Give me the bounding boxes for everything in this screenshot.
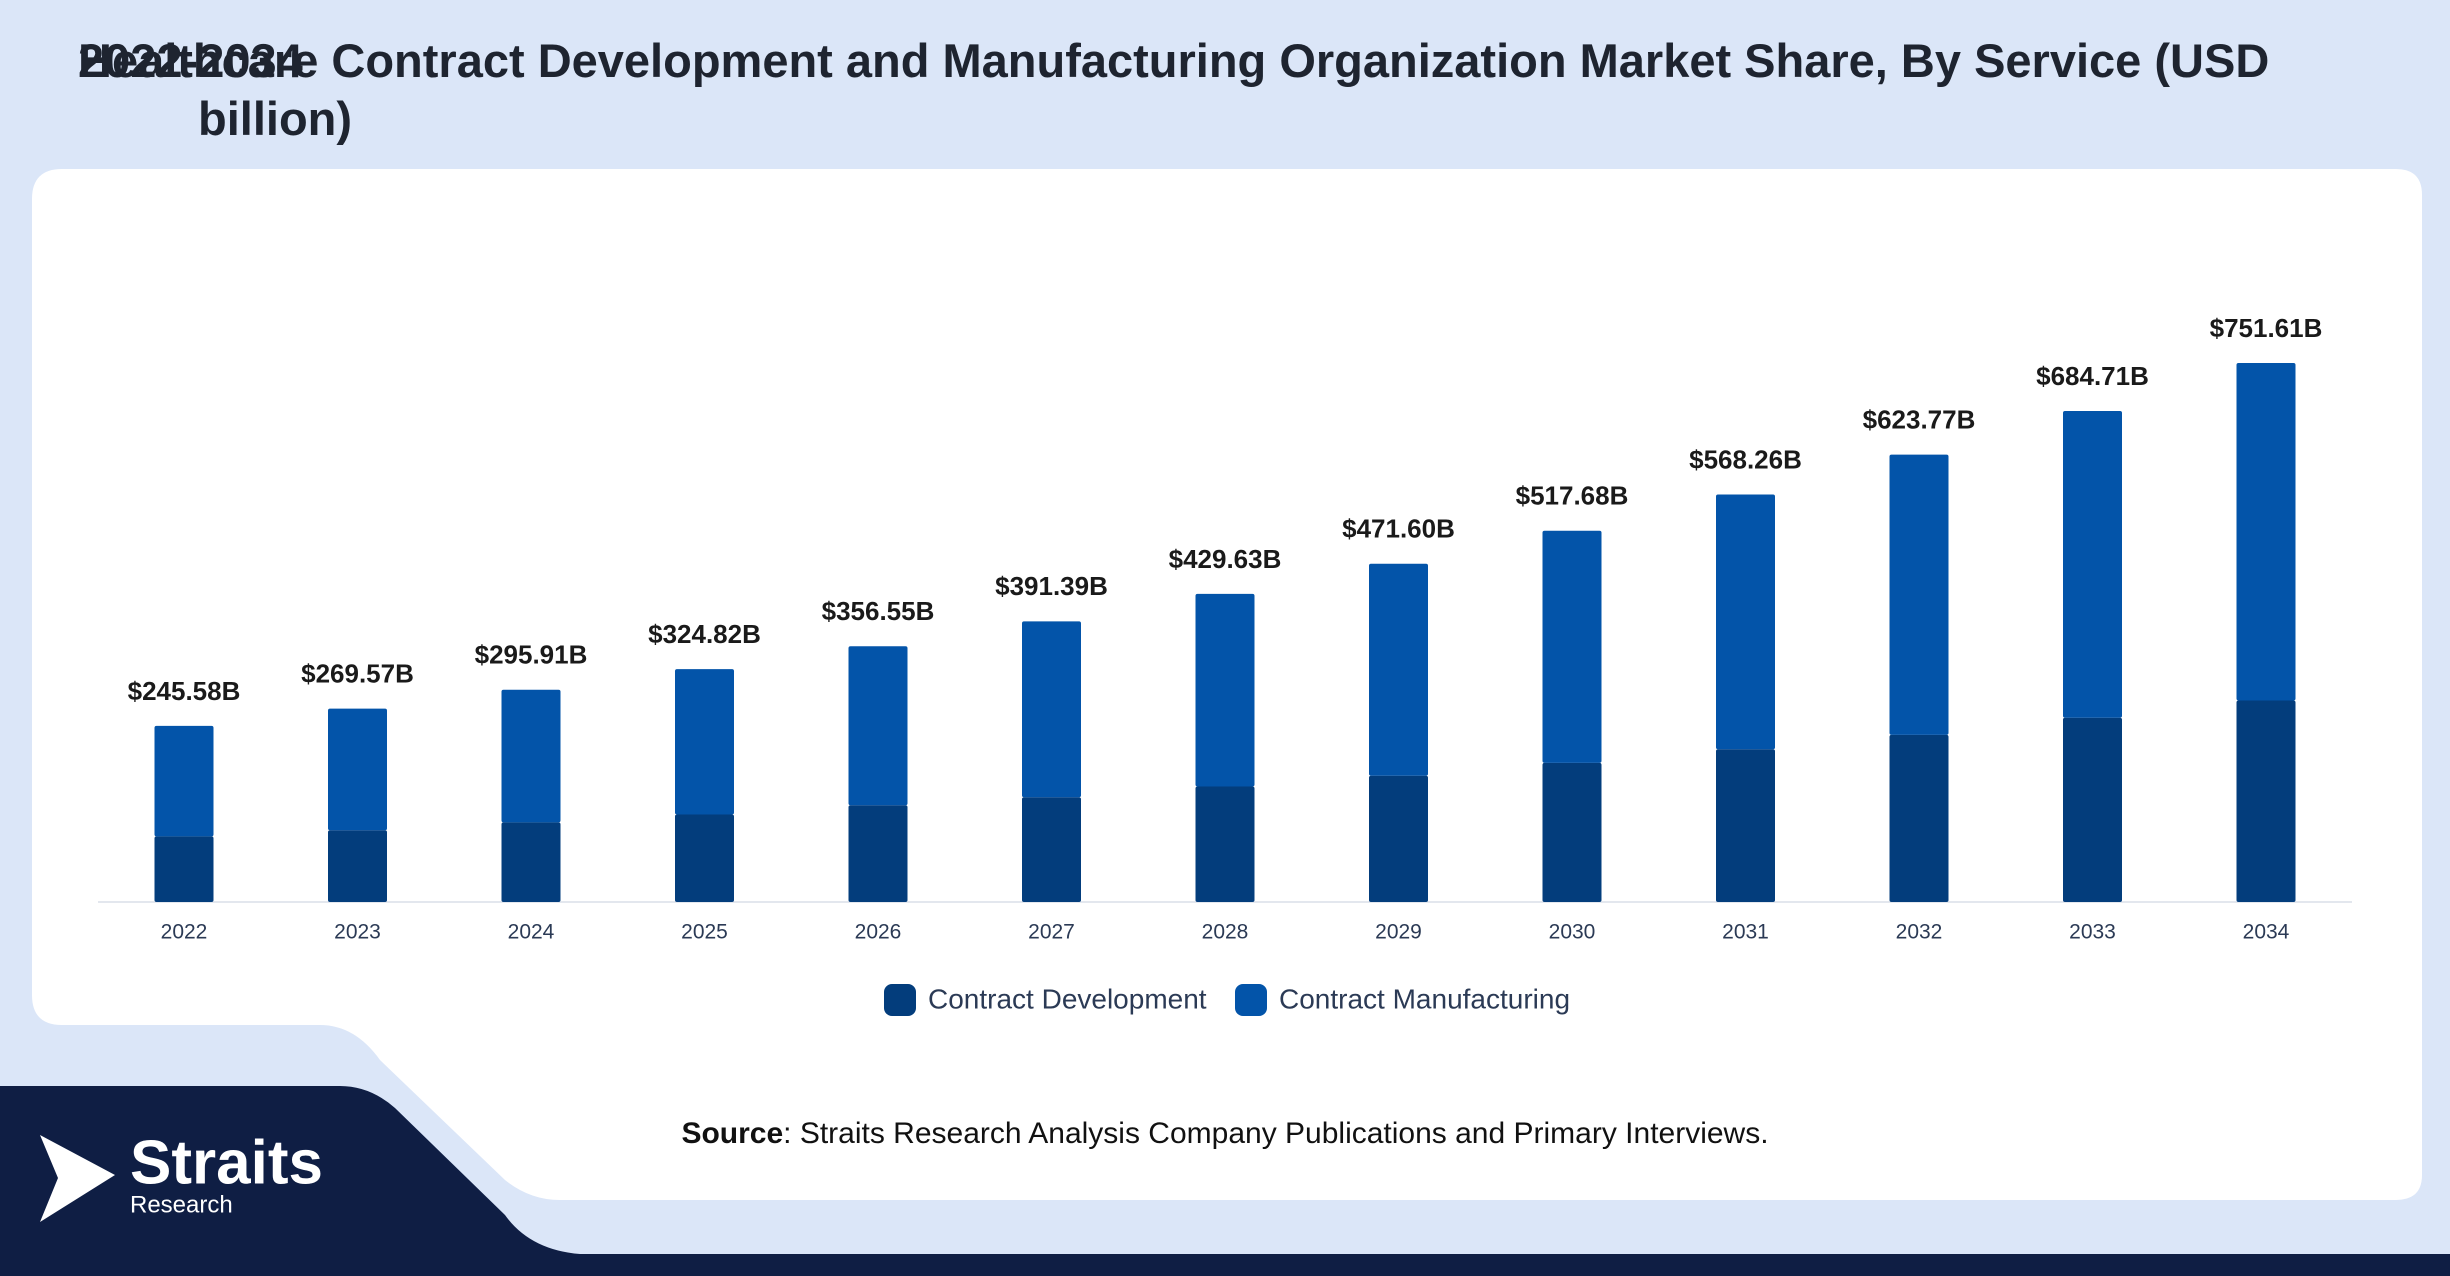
x-tick-label: 2025 xyxy=(681,921,728,944)
total-label: $245.58B xyxy=(128,676,241,706)
bar-segment xyxy=(848,805,908,902)
total-label: $623.77B xyxy=(1863,405,1976,435)
bar-segment xyxy=(154,725,214,837)
total-label: $295.91B xyxy=(475,640,588,670)
bar-segment xyxy=(2063,717,2122,902)
bar-segment xyxy=(1369,775,1428,902)
total-label: $391.39B xyxy=(995,571,1108,601)
x-tick-label: 2031 xyxy=(1722,921,1769,944)
bar-segment xyxy=(501,822,561,902)
bar-segment xyxy=(1889,454,1949,735)
total-label: $429.63B xyxy=(1169,544,1282,574)
total-label: $269.57B xyxy=(301,659,414,689)
source: Source: Straits Research Analysis Compan… xyxy=(681,1117,1768,1150)
bar-segment xyxy=(1022,621,1081,798)
bar-segment xyxy=(1716,494,1775,750)
legend-swatch xyxy=(1235,984,1267,1016)
footer-band xyxy=(0,1086,2450,1276)
total-label: $684.71B xyxy=(2036,361,2149,391)
source-label: Source xyxy=(681,1117,783,1150)
bar-segment xyxy=(1542,762,1602,902)
total-label: $568.26B xyxy=(1689,444,1802,474)
bar-segment xyxy=(1716,749,1775,902)
logo-mark xyxy=(40,1135,115,1222)
x-tick-label: 2034 xyxy=(2243,921,2290,944)
bar-segment xyxy=(328,708,387,831)
bar-segment xyxy=(154,836,214,902)
total-label: $356.55B xyxy=(822,596,935,626)
bar-segment xyxy=(1369,563,1428,776)
x-tick-label: 2030 xyxy=(1549,921,1596,944)
bar-segment xyxy=(848,646,908,806)
bar-segment xyxy=(675,814,734,902)
x-tick-label: 2022 xyxy=(161,921,208,944)
chart-title: Healthcare Contract Development and Manu… xyxy=(78,34,2270,145)
bar-segment xyxy=(1889,734,1949,902)
legend-swatch xyxy=(884,984,916,1016)
bar-segment xyxy=(501,689,561,823)
x-tick-label: 2033 xyxy=(2069,921,2116,944)
x-tick-label: 2028 xyxy=(1202,921,1249,944)
x-tick-label: 2027 xyxy=(1028,921,1075,944)
bar-segment xyxy=(2236,700,2296,902)
total-label: $517.68B xyxy=(1516,481,1629,511)
chart-subtitle: 2022-2034 xyxy=(78,34,303,87)
legend-label: Contract Development xyxy=(928,983,1207,1014)
bar-segment xyxy=(328,830,387,902)
total-label: $471.60B xyxy=(1342,514,1455,544)
x-tick-label: 2032 xyxy=(1896,921,1943,944)
bar-segment xyxy=(2063,410,2122,718)
x-tick-label: 2023 xyxy=(334,921,381,944)
bar-segment xyxy=(1195,786,1255,902)
source-text: : Straits Research Analysis Company Publ… xyxy=(783,1117,1768,1150)
x-tick-label: 2024 xyxy=(508,921,555,944)
bar-segment xyxy=(2236,363,2296,701)
x-tick-label: 2029 xyxy=(1375,921,1422,944)
x-tick-label: 2026 xyxy=(855,921,902,944)
total-label: $751.61B xyxy=(2210,313,2323,343)
legend-label: Contract Manufacturing xyxy=(1279,983,1570,1014)
bar-segment xyxy=(1195,593,1255,787)
logo-sub: Research xyxy=(130,1191,233,1218)
total-label: $324.82B xyxy=(648,619,761,649)
bar-segment xyxy=(1022,797,1081,902)
bar-segment xyxy=(675,669,734,815)
bar-segment xyxy=(1542,530,1602,763)
logo-name: Straits xyxy=(130,1128,323,1197)
